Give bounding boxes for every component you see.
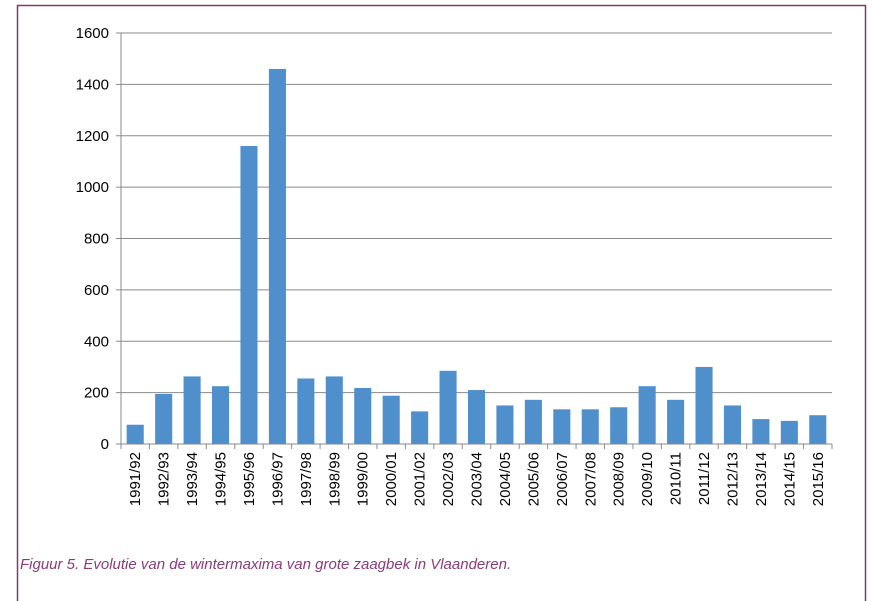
x-tick-label: 1999/00 bbox=[355, 452, 372, 506]
y-tick-label: 0 bbox=[101, 436, 109, 453]
x-tick-label: 2009/10 bbox=[639, 452, 656, 506]
bar bbox=[695, 366, 713, 444]
bar bbox=[524, 399, 542, 444]
bar bbox=[496, 405, 514, 444]
y-tick-label: 800 bbox=[84, 231, 109, 248]
x-tick-label: 1993/94 bbox=[184, 452, 201, 506]
y-tick-label: 1200 bbox=[76, 128, 109, 145]
x-tick-label: 2011/12 bbox=[696, 452, 713, 505]
x-tick-label: 2005/06 bbox=[525, 452, 542, 506]
bar bbox=[325, 376, 343, 444]
bar bbox=[212, 386, 230, 444]
bar bbox=[126, 424, 144, 444]
y-tick-label: 1600 bbox=[76, 25, 109, 42]
bar bbox=[411, 411, 429, 444]
bar bbox=[638, 386, 656, 444]
bar bbox=[581, 409, 599, 444]
bar bbox=[780, 420, 798, 444]
x-tick-label: 2014/15 bbox=[781, 452, 798, 506]
y-tick-label: 600 bbox=[84, 282, 109, 299]
x-tick-label: 2001/02 bbox=[412, 452, 429, 506]
bar bbox=[439, 370, 457, 444]
bar bbox=[752, 419, 770, 444]
bar bbox=[667, 399, 685, 444]
bar bbox=[723, 405, 741, 444]
bar bbox=[183, 376, 201, 444]
bar bbox=[382, 395, 400, 444]
x-tick-label: 1997/98 bbox=[298, 452, 315, 506]
x-tick-label: 1992/93 bbox=[156, 452, 173, 506]
y-tick-label: 1000 bbox=[76, 179, 109, 196]
bar bbox=[809, 415, 827, 444]
bar bbox=[354, 388, 372, 444]
x-tick-label: 2003/04 bbox=[469, 452, 486, 506]
x-tick-label: 1998/99 bbox=[326, 452, 343, 506]
x-tick-label: 1996/97 bbox=[269, 452, 286, 506]
y-tick-label: 400 bbox=[84, 333, 109, 350]
x-tick-label: 2002/03 bbox=[440, 452, 457, 506]
x-tick-label: 2006/07 bbox=[554, 452, 571, 506]
x-tick-label: 1994/95 bbox=[213, 452, 230, 506]
bar bbox=[297, 378, 315, 444]
x-tick-label: 2010/11 bbox=[668, 452, 685, 505]
caption: Figuur 5. Evolutie van de wintermaxima v… bbox=[20, 556, 511, 573]
bar bbox=[268, 68, 286, 445]
frame bbox=[16, 4, 867, 601]
y-tick-label: 1400 bbox=[76, 76, 109, 93]
x-tick-label: 2013/14 bbox=[753, 452, 770, 506]
bar bbox=[553, 409, 571, 444]
x-tick-label: 2007/08 bbox=[582, 452, 599, 506]
bar bbox=[467, 390, 486, 444]
bar bbox=[240, 146, 258, 444]
x-tick-label: 2004/05 bbox=[497, 452, 514, 506]
x-tick-label: 2015/16 bbox=[810, 452, 827, 506]
x-tick-label: 2012/13 bbox=[724, 452, 741, 506]
x-tick-label: 2008/09 bbox=[611, 452, 628, 506]
y-tick-label: 200 bbox=[84, 385, 109, 402]
bar bbox=[155, 393, 173, 444]
x-tick-label: 1995/96 bbox=[241, 452, 258, 506]
x-tick-label: 1991/92 bbox=[127, 452, 144, 506]
bar bbox=[610, 407, 628, 444]
x-tick-label: 2000/01 bbox=[383, 452, 400, 506]
